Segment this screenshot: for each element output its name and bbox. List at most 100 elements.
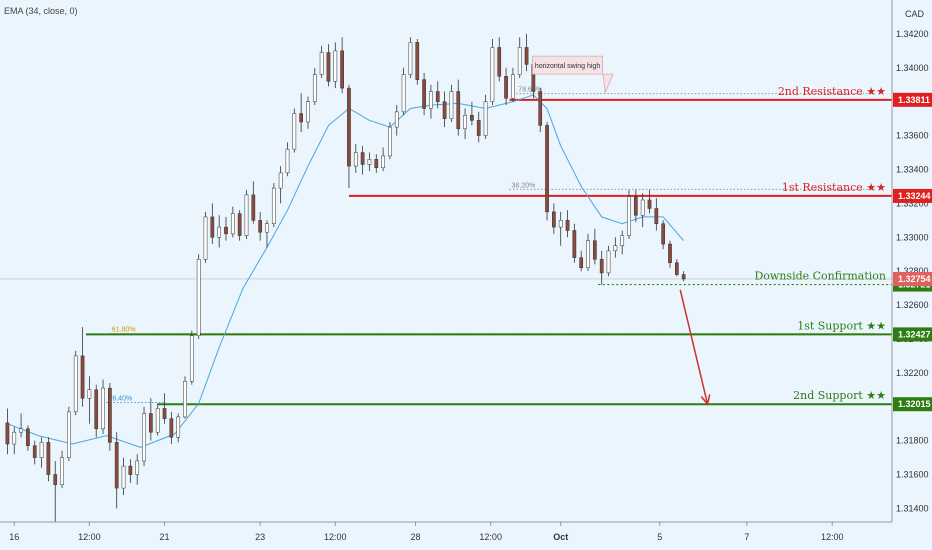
candle-body-up [244, 194, 249, 236]
x-tick-label: 21 [160, 532, 170, 542]
candle-body-down [326, 52, 331, 82]
candle-body-up [121, 465, 126, 489]
x-ticks: 16 12:00 21 23 12:00 28 12:00 Oct 5 7 12:00 [9, 522, 843, 542]
ema-line-layer [7, 94, 685, 448]
candle-body-up [381, 155, 385, 169]
candle-body-down [668, 243, 672, 263]
indicator-label[interactable]: EMA (34, close, 0) [4, 6, 78, 16]
price-badge [893, 92, 932, 107]
candle-body-down [46, 442, 51, 475]
candle-body-up [394, 111, 399, 128]
candle-body-down [299, 113, 303, 123]
downside-arrow-line [679, 289, 709, 405]
fib-level-label: 76.40% [108, 396, 132, 403]
candle-body-down [470, 114, 474, 121]
candle-body-up [73, 355, 78, 413]
candle-body-up [183, 381, 187, 418]
candle-body-down [347, 87, 351, 167]
candle-body-down [5, 422, 10, 445]
candle-body-down [210, 216, 215, 238]
candle-body-down [169, 418, 174, 438]
ema-line [7, 94, 685, 448]
candle-body-down [599, 259, 604, 274]
candle-body-up [517, 47, 522, 75]
x-tick-label: 12:00 [324, 532, 347, 542]
time-axis[interactable] [0, 522, 932, 550]
y-tick-label: 1.31400 [896, 503, 929, 513]
candle-body-down [579, 257, 584, 269]
currency-label: CAD [905, 9, 925, 19]
candle-body-up [586, 240, 590, 269]
candle-body-up [135, 460, 140, 475]
last-price-badge-text: 1.32754 [898, 274, 931, 284]
candle-body-up [60, 457, 64, 485]
price-badge [893, 188, 932, 203]
candle-body-down [258, 220, 263, 233]
candle-body-up [483, 101, 488, 136]
candle-body-down [504, 76, 508, 99]
candle-body-down [456, 91, 461, 130]
candle-body-up [271, 187, 276, 224]
x-tick-label: 7 [744, 532, 749, 542]
y-tick-label: 1.33200 [896, 198, 929, 208]
candle-body-down [128, 465, 133, 475]
candle-body-up [12, 431, 17, 445]
price-axis[interactable] [892, 0, 932, 522]
candle-body-down [162, 408, 167, 419]
candle-body-down [422, 79, 426, 109]
candle-body-down [681, 274, 686, 280]
candle-body-up [203, 216, 208, 260]
candle-body-down [497, 47, 502, 77]
candle-body-up [449, 91, 454, 119]
y-tick-label: 1.32200 [896, 368, 929, 378]
candle-body-down [149, 413, 153, 433]
price-badge-text: 1.33244 [898, 191, 931, 201]
candle-body-down [545, 125, 549, 213]
candle-body-down [114, 442, 119, 489]
candle-body-up [640, 199, 645, 216]
x-tick-label: 23 [255, 532, 265, 542]
fib-level-label: 38.20% [511, 182, 535, 189]
candle-body-up [319, 52, 324, 75]
x-tick-label: 12:00 [78, 532, 101, 542]
candle-body-up [606, 250, 611, 274]
candle-body-up [306, 101, 310, 123]
candle-body-up [490, 47, 495, 102]
candle-body-down [524, 47, 529, 65]
callout-box [532, 55, 614, 94]
candle-body-up [292, 113, 297, 150]
callout-text: horizontal swing high [535, 63, 600, 70]
candle-body-up [429, 91, 433, 109]
candle-body-down [661, 223, 666, 245]
y-tick-label: 1.31800 [896, 436, 929, 446]
x-tick-label: 28 [411, 532, 421, 542]
candle-body-up [388, 126, 392, 157]
candle-body-up [196, 259, 201, 336]
last-price-badge [893, 271, 932, 286]
candle-body-down [237, 213, 242, 236]
candle-body-down [552, 211, 556, 228]
candle-body-down [633, 196, 638, 216]
candle-body-down [674, 262, 679, 275]
candle-body-up [408, 42, 413, 75]
candle-body-down [593, 240, 597, 260]
candle-body-up [278, 172, 283, 189]
x-tick-label: 12:00 [821, 532, 844, 542]
level-label: 2nd Support ★★ [793, 389, 886, 402]
x-tick-label: 16 [9, 532, 19, 542]
price-levels: 2nd Resistance ★★ 1st Resistance ★★ Downsi… [85, 85, 892, 406]
candle-body-down [435, 91, 440, 102]
candle-body-up [353, 152, 358, 167]
level-label: 1st Resistance ★★ [782, 181, 886, 194]
candle-body-up [613, 245, 618, 252]
candle-body-down [53, 474, 58, 485]
candle-body-down [26, 428, 30, 446]
candle-body-up [627, 196, 631, 236]
candle-body-down [360, 152, 365, 165]
candle-body-up [511, 74, 515, 99]
candle-body-down [415, 42, 420, 80]
candle-body-up [142, 413, 146, 462]
